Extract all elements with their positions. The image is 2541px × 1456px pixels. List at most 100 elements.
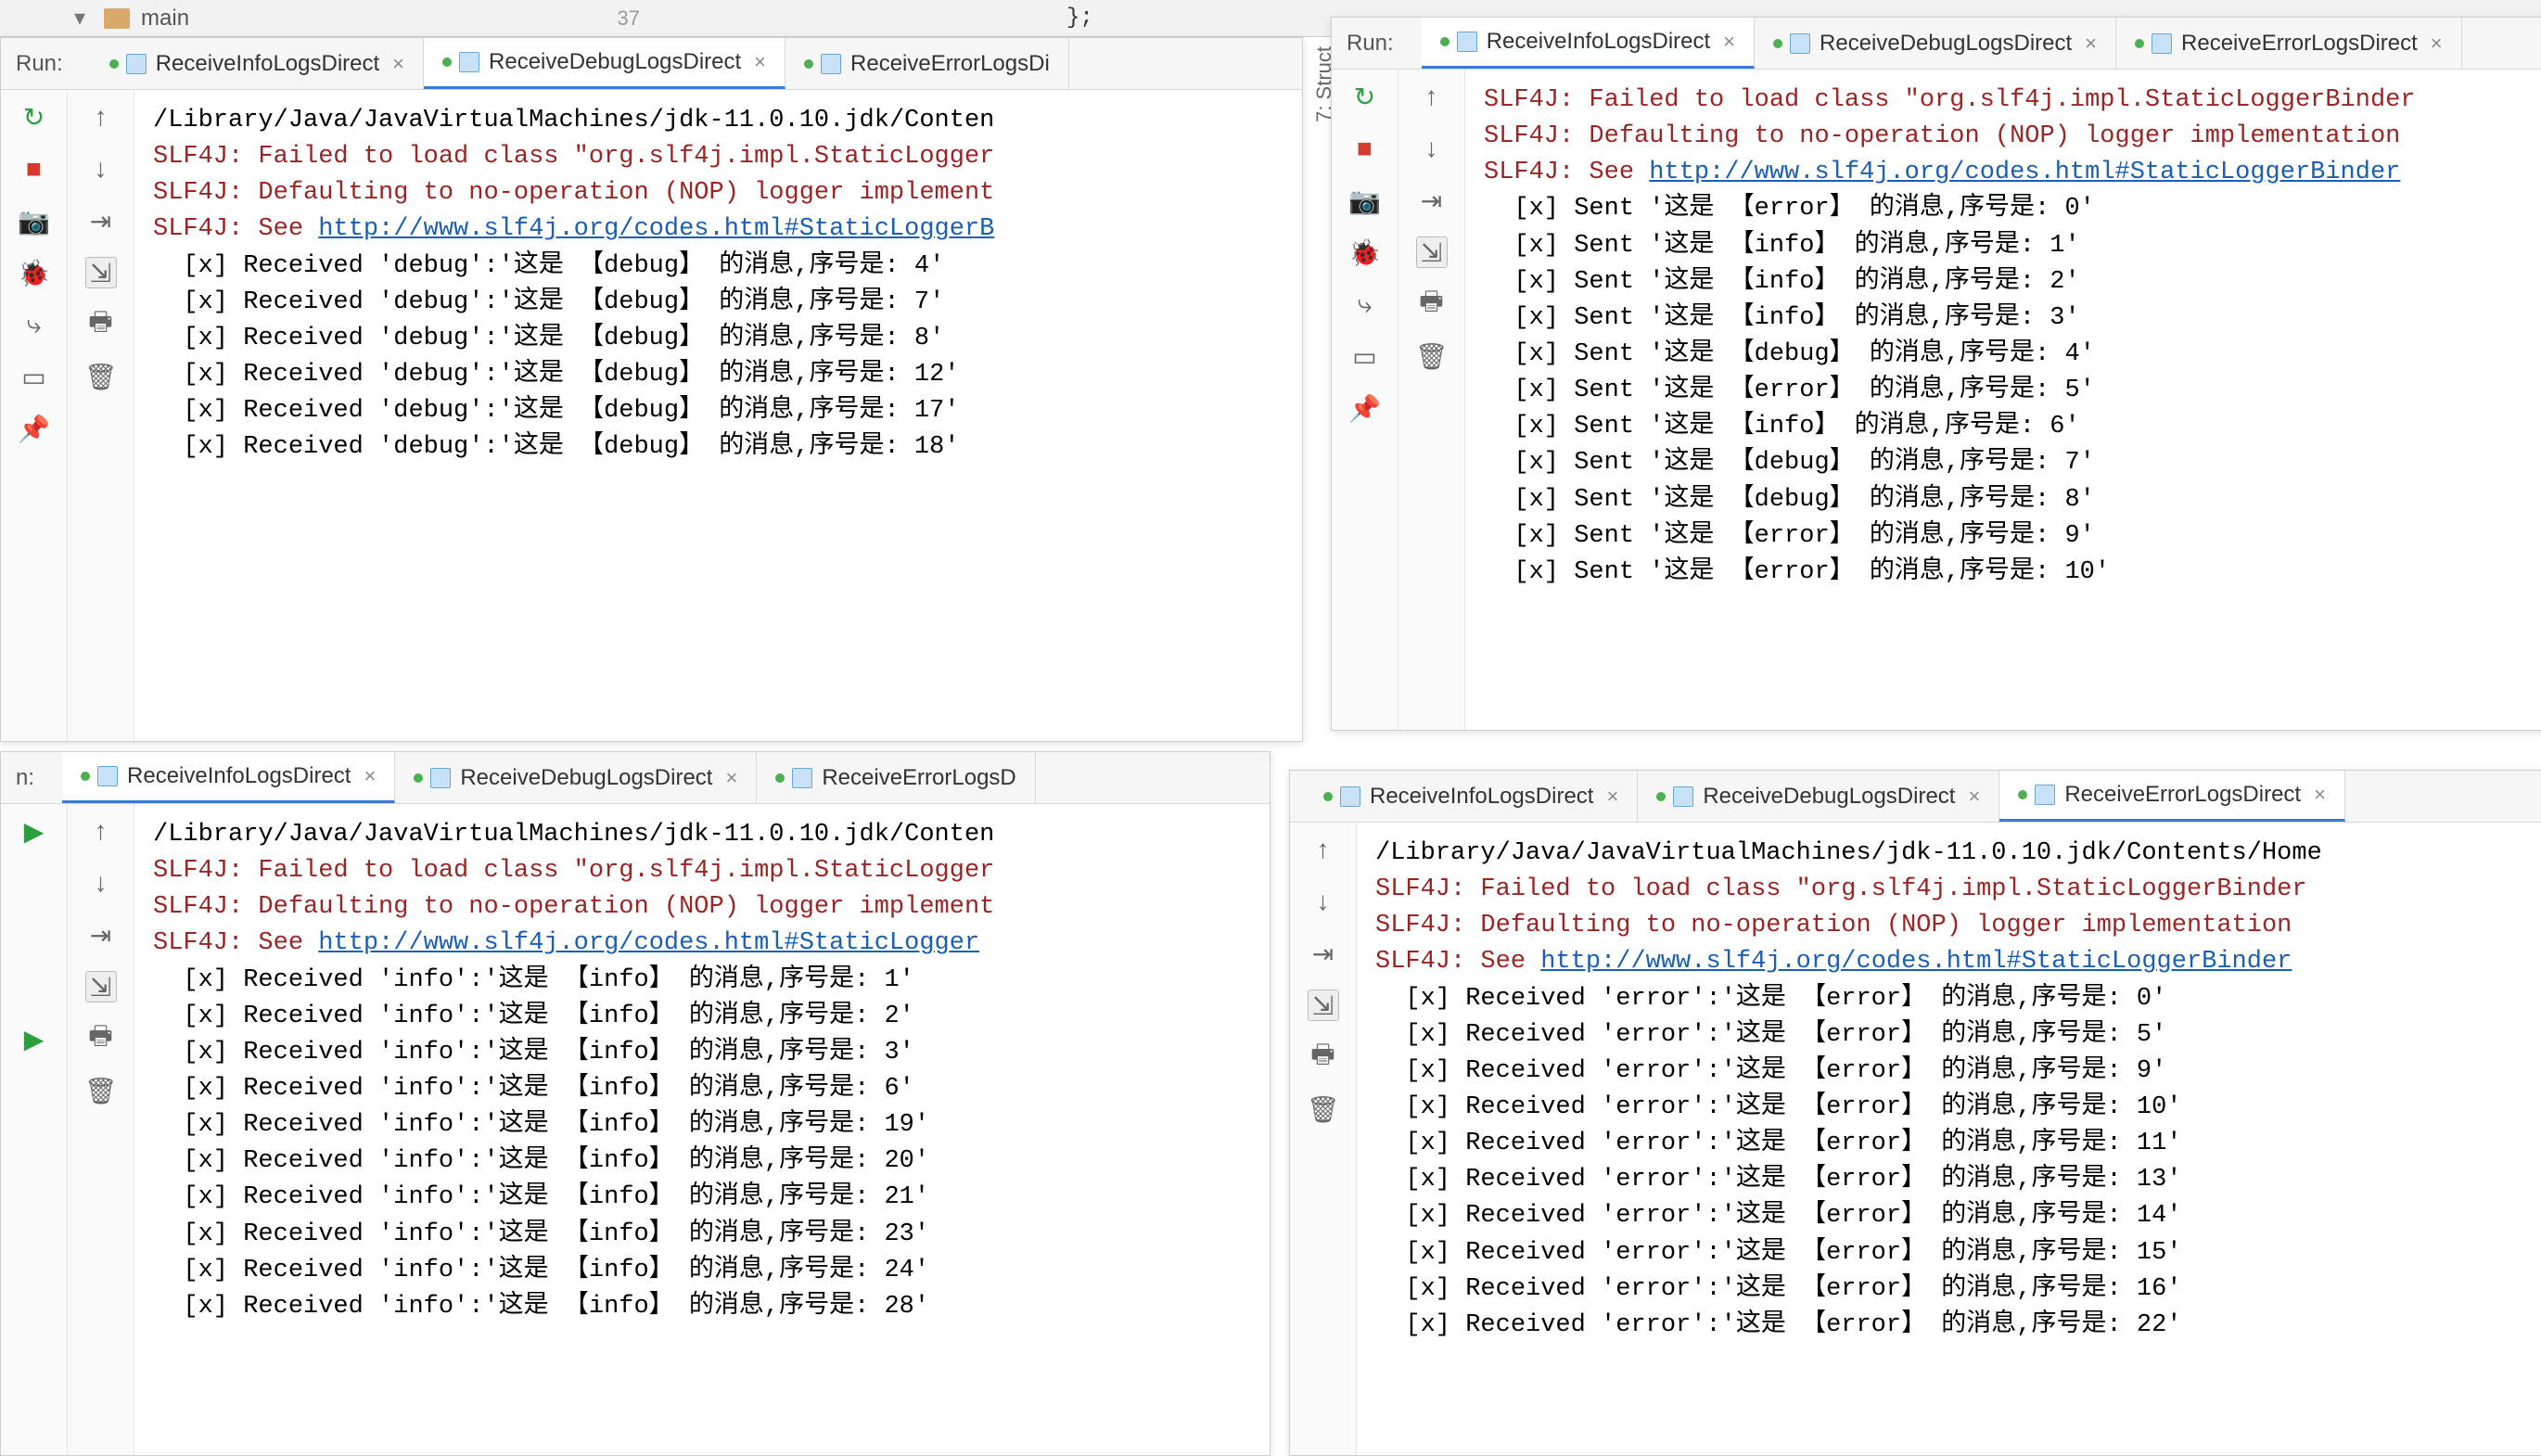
down-arrow-icon[interactable]: ↓	[85, 153, 117, 185]
run-config-icon	[1673, 786, 1693, 807]
run-gutter-left: ▶ ▶	[1, 804, 68, 1455]
tab-receive-debug[interactable]: ReceiveDebugLogsDirect ×	[424, 38, 785, 89]
exit-icon[interactable]: ⤷	[1349, 288, 1381, 320]
softwrap-icon[interactable]: ⇲	[1416, 236, 1448, 268]
console-output[interactable]: /Library/Java/JavaVirtualMachines/jdk-11…	[134, 90, 1302, 741]
bug-icon[interactable]: 🐞	[1349, 236, 1381, 268]
tab-label: ReceiveInfoLogsDirect	[127, 763, 351, 789]
print-icon[interactable]: 🖶	[85, 1023, 117, 1054]
tab-receive-info[interactable]: ReceiveInfoLogsDirect ×	[1422, 18, 1755, 69]
stop-icon[interactable]: ■	[1349, 133, 1381, 164]
tab-receive-debug[interactable]: ReceiveDebugLogsDirect ×	[1638, 771, 1999, 822]
trash-icon[interactable]: 🗑	[85, 361, 117, 392]
filter-icon[interactable]: ⇥	[1416, 185, 1448, 216]
console-output[interactable]: /Library/Java/JavaVirtualMachines/jdk-11…	[1357, 823, 2541, 1455]
layout-icon[interactable]: ▭	[19, 361, 50, 392]
filter-icon[interactable]: ⇥	[1308, 938, 1339, 969]
tab-receive-error[interactable]: ReceiveErrorLogsDi	[785, 38, 1069, 89]
down-arrow-icon[interactable]: ↓	[85, 867, 117, 899]
console-output[interactable]: /Library/Java/JavaVirtualMachines/jdk-11…	[134, 804, 1270, 1455]
project-dropdown-arrow[interactable]: ▾	[74, 5, 85, 32]
down-arrow-icon[interactable]: ↓	[1416, 133, 1448, 164]
tab-receive-error[interactable]: ReceiveErrorLogsDirect ×	[2116, 18, 2462, 69]
run-panel-debug-receiver: Run: ReceiveInfoLogsDirect × ReceiveDebu…	[0, 37, 1303, 742]
tab-label: ReceiveErrorLogsD	[822, 765, 1015, 791]
run-gutter-left: ↻ ■ 📷 🐞 ⤷ ▭ 📌	[1332, 70, 1398, 730]
tab-receive-info[interactable]: ReceiveInfoLogsDirect ×	[1305, 771, 1638, 822]
console-output[interactable]: SLF4J: Failed to load class "org.slf4j.i…	[1465, 70, 2541, 730]
run-label: Run:	[16, 51, 63, 77]
close-icon[interactable]: ×	[2085, 32, 2097, 56]
run-config-icon	[2152, 33, 2172, 54]
close-icon[interactable]: ×	[725, 766, 737, 790]
run-panel-body: ↻ ■ 📷 🐞 ⤷ ▭ 📌 ↑ ↓ ⇥ ⇲ 🖶 🗑 /Library/Java/…	[1, 90, 1302, 741]
close-icon[interactable]: ×	[2431, 32, 2443, 56]
pin-icon[interactable]: 📌	[1349, 392, 1381, 424]
structure-toolwindow-label[interactable]: 7: Struct	[1312, 46, 1336, 122]
run-config-icon	[2035, 785, 2055, 805]
up-arrow-icon[interactable]: ↑	[1416, 81, 1448, 112]
close-icon[interactable]: ×	[364, 764, 376, 788]
softwrap-icon[interactable]: ⇲	[1308, 990, 1339, 1021]
softwrap-icon[interactable]: ⇲	[85, 257, 117, 288]
run-panel-info-receiver: n: ReceiveInfoLogsDirect × ReceiveDebugL…	[0, 751, 1270, 1456]
filter-icon[interactable]: ⇥	[85, 205, 117, 236]
run-status-dot-icon	[414, 773, 423, 783]
run-config-icon	[792, 768, 812, 788]
filter-icon[interactable]: ⇥	[85, 919, 117, 951]
tab-receive-error[interactable]: ReceiveErrorLogsD	[757, 752, 1035, 803]
run-status-dot-icon	[775, 773, 785, 783]
play-icon[interactable]: ▶	[19, 1023, 50, 1054]
run-panel-header: Run: ReceiveInfoLogsDirect × ReceiveDebu…	[1, 38, 1302, 90]
run-config-icon	[1790, 33, 1810, 54]
close-icon[interactable]: ×	[1606, 785, 1618, 809]
run-panel-header: ReceiveInfoLogsDirect × ReceiveDebugLogs…	[1290, 771, 2541, 823]
trash-icon[interactable]: 🗑	[1416, 340, 1448, 372]
layout-icon[interactable]: ▭	[1349, 340, 1381, 372]
run-status-dot-icon	[1773, 39, 1782, 48]
camera-icon[interactable]: 📷	[19, 205, 50, 236]
run-tabs: ReceiveInfoLogsDirect × ReceiveDebugLogs…	[62, 752, 1036, 803]
run-status-dot-icon	[81, 772, 90, 781]
close-icon[interactable]: ×	[1723, 30, 1735, 54]
tab-label: ReceiveInfoLogsDirect	[1370, 784, 1593, 810]
up-arrow-icon[interactable]: ↑	[1308, 834, 1339, 865]
tab-receive-error[interactable]: ReceiveErrorLogsDirect ×	[1999, 771, 2345, 822]
run-config-icon	[126, 54, 147, 74]
run-status-dot-icon	[804, 59, 813, 69]
folder-name[interactable]: main	[141, 6, 189, 32]
tab-receive-debug[interactable]: ReceiveDebugLogsDirect ×	[1755, 18, 2116, 69]
up-arrow-icon[interactable]: ↑	[85, 101, 117, 133]
softwrap-icon[interactable]: ⇲	[85, 971, 117, 1003]
tab-label: ReceiveDebugLogsDirect	[460, 765, 712, 791]
exit-icon[interactable]: ⤷	[19, 309, 50, 340]
close-icon[interactable]: ×	[1968, 785, 1980, 809]
tab-label: ReceiveErrorLogsDirect	[2181, 31, 2418, 57]
up-arrow-icon[interactable]: ↑	[85, 815, 117, 847]
bug-icon[interactable]: 🐞	[19, 257, 50, 288]
stop-icon[interactable]: ■	[19, 153, 50, 185]
run-config-icon	[1340, 786, 1360, 807]
tab-receive-info[interactable]: ReceiveInfoLogsDirect ×	[62, 752, 395, 803]
play-icon[interactable]: ▶	[19, 815, 50, 847]
close-icon[interactable]: ×	[754, 50, 766, 74]
print-icon[interactable]: 🖶	[1308, 1041, 1339, 1073]
pin-icon[interactable]: 📌	[19, 413, 50, 444]
rerun-icon[interactable]: ↻	[1349, 81, 1381, 112]
down-arrow-icon[interactable]: ↓	[1308, 886, 1339, 917]
camera-icon[interactable]: 📷	[1349, 185, 1381, 216]
tab-receive-debug[interactable]: ReceiveDebugLogsDirect ×	[395, 752, 757, 803]
close-icon[interactable]: ×	[392, 52, 404, 76]
print-icon[interactable]: 🖶	[1416, 288, 1448, 320]
close-icon[interactable]: ×	[2314, 783, 2326, 807]
trash-icon[interactable]: 🗑	[1308, 1093, 1339, 1125]
print-icon[interactable]: 🖶	[85, 309, 117, 340]
rerun-icon[interactable]: ↻	[19, 101, 50, 133]
tab-receive-info[interactable]: ReceiveInfoLogsDirect ×	[91, 38, 424, 89]
tab-label: ReceiveDebugLogsDirect	[489, 49, 741, 75]
run-config-icon	[1457, 32, 1477, 52]
run-tabs: ReceiveInfoLogsDirect × ReceiveDebugLogs…	[1305, 771, 2345, 822]
trash-icon[interactable]: 🗑	[85, 1075, 117, 1106]
run-config-icon	[821, 54, 841, 74]
editor-code-fragment: };	[1066, 6, 1093, 31]
